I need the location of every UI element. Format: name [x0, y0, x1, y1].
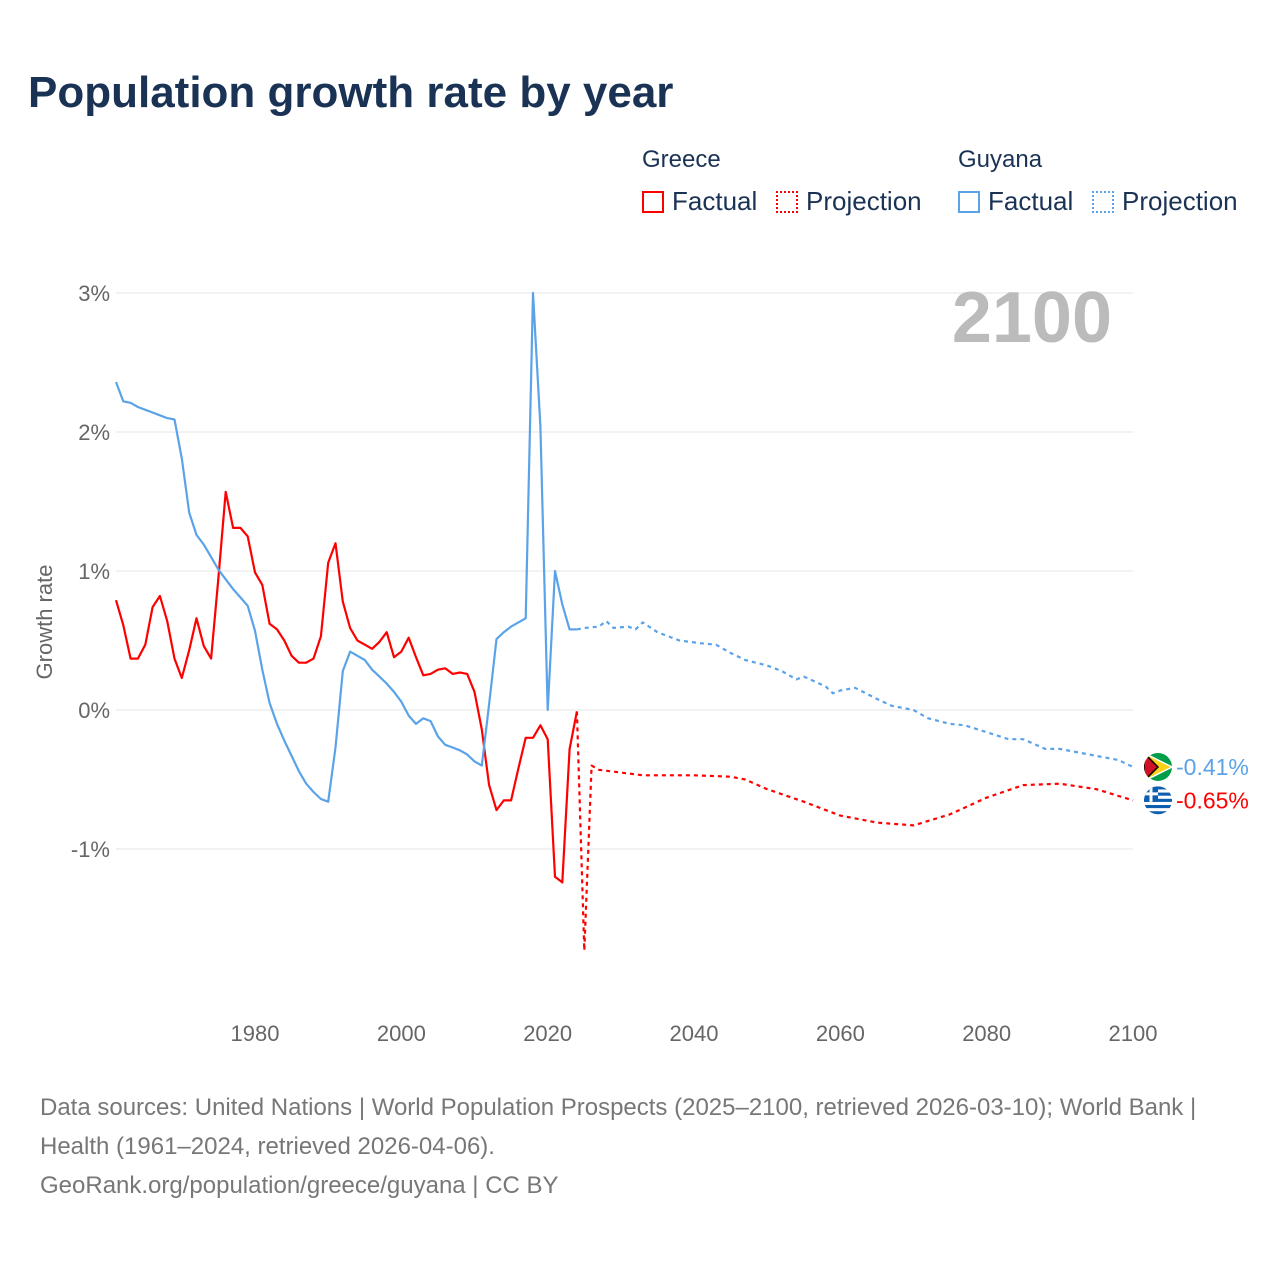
x-tick-label: 2020 [523, 1021, 572, 1046]
x-tick-label: 2100 [1109, 1021, 1158, 1046]
footer: Data sources: United Nations | World Pop… [40, 1088, 1240, 1205]
legend-swatch-solid [642, 190, 664, 213]
flag-stripe [1144, 805, 1172, 809]
y-tick-label: 3% [78, 281, 110, 306]
end-value-label-greece: -0.65% [1176, 787, 1249, 813]
legend-guyana-factual[interactable]: Factual [958, 186, 1073, 217]
series-line-guyana-factual [114, 291, 577, 803]
y-tick-label: 1% [78, 559, 110, 584]
end-value-label-guyana: -0.41% [1176, 754, 1249, 780]
data-sources: Data sources: United Nations | World Pop… [40, 1094, 1197, 1160]
x-tick-label: 2040 [670, 1021, 719, 1046]
x-tick-label: 2080 [962, 1021, 1011, 1046]
y-tick-label: 0% [78, 698, 110, 723]
year-label: 2100 [952, 278, 1112, 358]
flag-cross [1149, 786, 1153, 802]
legend-guyana-projection[interactable]: Projection [1092, 186, 1238, 217]
legend-swatch-dotted [1092, 190, 1114, 213]
flag-triangle [1144, 752, 1160, 781]
legend-group-greece: Greece [642, 146, 721, 173]
legend-label: Projection [806, 186, 922, 216]
legend-group-guyana: Guyana [958, 146, 1043, 173]
legend-label: Projection [1122, 186, 1238, 216]
legend-label: Factual [672, 186, 758, 216]
legend-label: Factual [988, 186, 1074, 216]
x-tick-label: 2060 [816, 1021, 865, 1046]
x-tick-label: 2000 [377, 1021, 426, 1046]
series-line-greece-projection [575, 711, 1134, 952]
legend-swatch-solid [958, 190, 980, 213]
y-axis-label: Growth rate [32, 565, 57, 680]
legend-swatch-dotted [776, 190, 798, 213]
legend-greece-projection[interactable]: Projection [776, 186, 922, 217]
x-tick-label: 1980 [231, 1021, 280, 1046]
credit: GeoRank.org/population/greece/guyana | C… [40, 1172, 559, 1199]
flag-stripe [1144, 811, 1172, 815]
y-tick-label: -1% [71, 837, 110, 862]
series-line-guyana-projection [576, 619, 1134, 768]
series-line-greece-factual [114, 490, 578, 884]
y-tick-label: 2% [78, 420, 110, 445]
legend-greece-factual[interactable]: Factual [642, 186, 757, 217]
chart-title: Population growth rate by year [28, 68, 674, 117]
